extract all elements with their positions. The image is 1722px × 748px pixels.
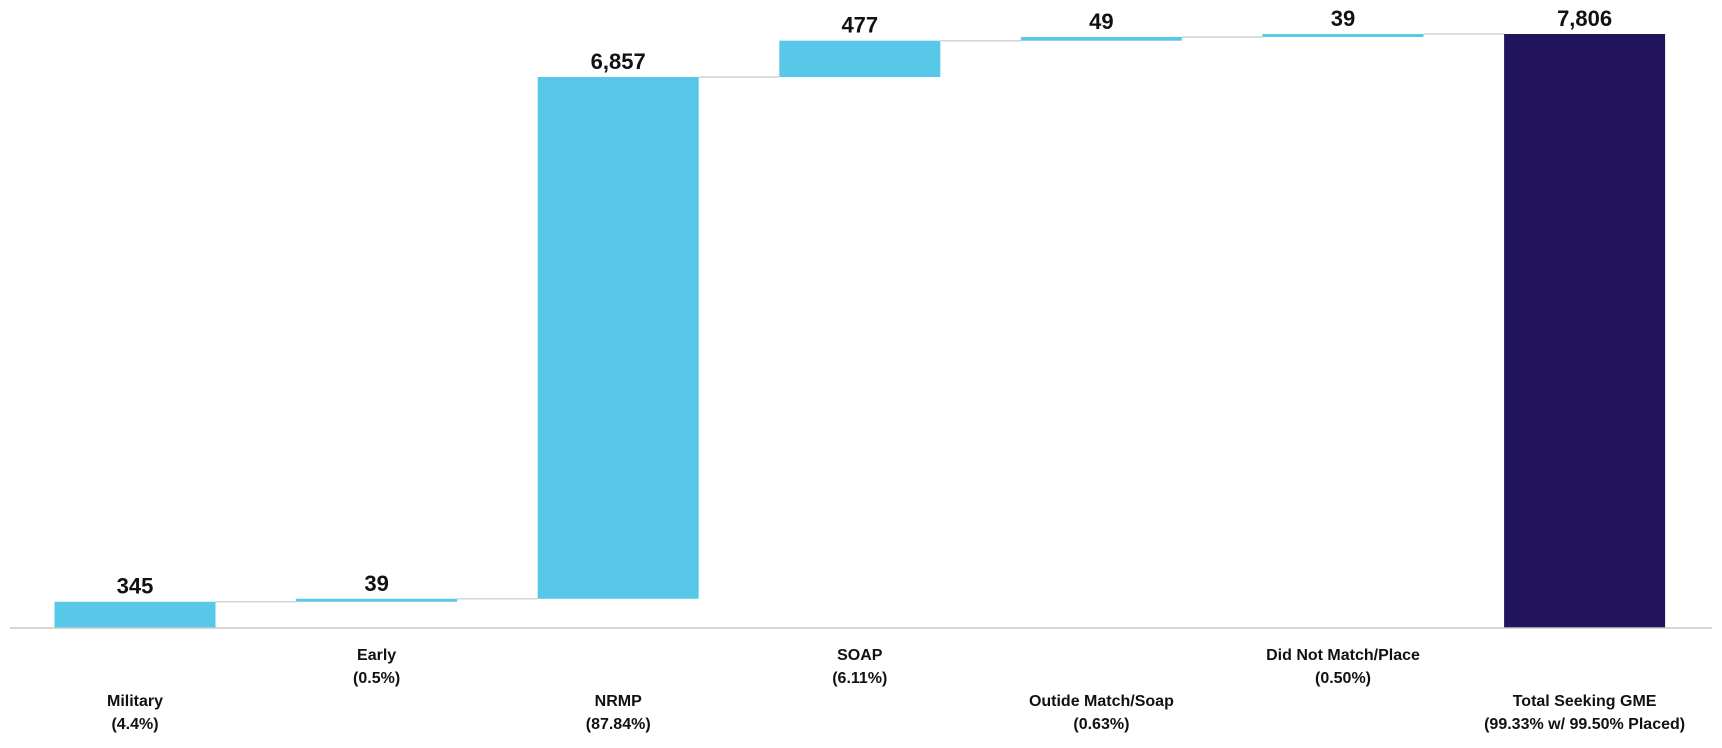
value-label-military: 345	[117, 574, 154, 599]
category-pct-early: (0.5%)	[353, 670, 400, 687]
category-label-total-seeking-gme: Total Seeking GME	[1513, 693, 1657, 710]
value-labels-group: 345 39 6,857 477 49 39 7,806	[117, 6, 1612, 599]
value-label-outide-match-soap: 49	[1089, 9, 1113, 34]
bar-soap	[779, 40, 941, 77]
category-pct-military: (4.4%)	[111, 716, 158, 733]
category-label-did-not-match-place: Did Not Match/Place	[1266, 647, 1420, 664]
value-label-did-not-match-place: 39	[1331, 6, 1355, 31]
category-pct-nrmp: (87.84%)	[586, 716, 651, 733]
category-pct-total-seeking-gme: (99.33% w/ 99.50% Placed)	[1484, 716, 1685, 733]
category-label-nrmp: NRMP	[595, 693, 642, 710]
bar-did-not-match-place	[1262, 34, 1424, 37]
bar-nrmp	[537, 76, 699, 599]
bar-military	[54, 601, 216, 628]
connector-lines	[215, 33, 1505, 603]
category-pct-outide-match-soap: (0.63%)	[1073, 716, 1129, 733]
bars-group	[54, 34, 1666, 628]
value-label-early: 39	[364, 571, 388, 596]
category-label-soap: SOAP	[837, 647, 883, 664]
value-label-nrmp: 6,857	[591, 49, 646, 74]
category-label-early: Early	[357, 647, 396, 664]
category-pct-did-not-match-place: (0.50%)	[1315, 670, 1371, 687]
value-label-total-seeking-gme: 7,806	[1557, 6, 1612, 31]
category-labels-group: Military (4.4%) Early (0.5%) NRMP (87.84%) SOA…	[107, 647, 1685, 733]
value-label-soap: 477	[841, 13, 878, 38]
bar-outide-match-soap	[1020, 36, 1182, 41]
bar-early	[296, 598, 458, 602]
category-pct-soap: (6.11%)	[832, 670, 887, 687]
bar-total-seeking-gme	[1504, 34, 1666, 628]
category-label-outide-match-soap: Outide Match/Soap	[1029, 693, 1174, 710]
category-label-military: Military	[107, 693, 163, 710]
